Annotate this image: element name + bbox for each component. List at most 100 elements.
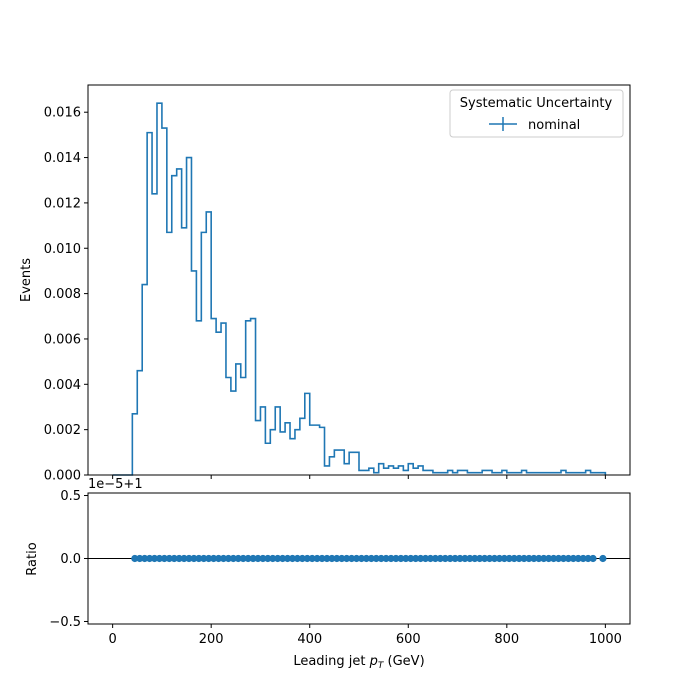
ratio-point xyxy=(495,554,504,563)
x-tick-label: 400 xyxy=(297,632,322,647)
ratio-point xyxy=(505,554,513,563)
ratio-point xyxy=(490,554,499,563)
ratio-point xyxy=(520,554,528,563)
ratio-points-layer xyxy=(131,554,607,563)
main-histogram-layer xyxy=(112,102,607,476)
ratio-point xyxy=(456,554,464,563)
ratio-point xyxy=(160,554,168,563)
ratio-point xyxy=(500,554,508,563)
ratio-point xyxy=(264,554,272,563)
main-y-axis-label: Events xyxy=(19,258,34,302)
x-axis-label: Leading jet pT (GeV) xyxy=(293,654,424,671)
histogram-series-nominal xyxy=(112,102,607,476)
ratio-point xyxy=(338,554,346,563)
ratio-point xyxy=(564,554,573,563)
ratio-point xyxy=(229,554,237,563)
ratio-point xyxy=(155,554,164,563)
ratio-point xyxy=(279,554,287,563)
ratio-point xyxy=(318,554,326,563)
ratio-y-ticks: 0.5 0.0 −0.5 xyxy=(49,489,88,630)
ratio-point xyxy=(589,554,597,563)
ratio-y-axis-label: Ratio xyxy=(25,542,40,575)
ratio-point xyxy=(510,554,518,563)
ratio-point xyxy=(559,554,568,563)
ratio-point xyxy=(205,554,213,563)
main-x-ticks xyxy=(112,475,606,479)
ratio-point xyxy=(259,554,267,563)
ratio-point xyxy=(431,554,439,563)
ratio-point xyxy=(387,554,395,563)
ratio-point xyxy=(382,554,390,563)
ratio-panel: 0.5 0.0 −0.5 0 200 400 600 800 1000 1e−5+1 Rati… xyxy=(25,477,631,671)
ratio-point xyxy=(535,554,543,563)
ratio-point xyxy=(180,554,188,563)
ratio-point xyxy=(530,554,538,563)
ratio-point xyxy=(446,554,454,563)
ratio-point xyxy=(466,554,474,563)
ratio-x-ticks: 0 200 400 600 800 1000 xyxy=(108,624,622,647)
ratio-point xyxy=(313,554,321,563)
main-y-ticks: 0.000 0.002 0.004 0.006 0.008 0.010 0.012 0.014… xyxy=(44,106,88,484)
ratio-point xyxy=(515,554,523,563)
ratio-point xyxy=(328,554,336,563)
ratio-point xyxy=(352,554,361,563)
ratio-point xyxy=(441,554,449,563)
ratio-point xyxy=(274,554,282,563)
main-y-tick-label: 0.000 xyxy=(44,469,81,484)
ratio-point xyxy=(367,554,375,563)
x-tick-label: 200 xyxy=(199,632,224,647)
ratio-point xyxy=(323,554,331,563)
ratio-point xyxy=(392,554,400,563)
ratio-point xyxy=(407,554,415,563)
ratio-point xyxy=(554,554,563,563)
ratio-point xyxy=(131,554,139,563)
main-y-tick-label: 0.012 xyxy=(44,196,81,211)
ratio-point xyxy=(214,554,223,563)
ratio-point xyxy=(239,554,247,563)
ratio-point xyxy=(200,554,208,563)
ratio-point xyxy=(416,554,425,563)
ratio-point xyxy=(599,554,607,563)
main-y-tick-label: 0.002 xyxy=(44,423,81,438)
ratio-point xyxy=(481,554,489,563)
ratio-point xyxy=(402,554,410,563)
ratio-point xyxy=(303,554,311,563)
ratio-y-tick-label: −0.5 xyxy=(49,615,81,630)
ratio-point xyxy=(224,554,233,563)
ratio-point xyxy=(170,554,178,563)
ratio-point xyxy=(283,554,292,563)
ratio-point xyxy=(293,554,302,563)
ratio-point xyxy=(485,554,494,563)
ratio-point xyxy=(550,554,558,563)
ratio-point xyxy=(136,554,144,563)
ratio-point xyxy=(333,554,341,563)
ratio-point xyxy=(357,554,366,563)
ratio-point xyxy=(195,554,203,563)
x-tick-label: 800 xyxy=(494,632,519,647)
ratio-point xyxy=(421,554,430,563)
ratio-point xyxy=(210,554,218,563)
legend-entry-nominal: nominal xyxy=(528,118,580,133)
ratio-point xyxy=(288,554,297,563)
ratio-point xyxy=(234,554,242,563)
ratio-y-tick-label: 0.0 xyxy=(60,552,81,567)
ratio-point xyxy=(190,554,198,563)
ratio-point xyxy=(343,554,351,563)
ratio-point xyxy=(185,554,193,563)
ratio-point xyxy=(584,554,592,563)
x-tick-label: 600 xyxy=(396,632,421,647)
ratio-point xyxy=(298,554,306,563)
ratio-point xyxy=(372,554,380,563)
ratio-point xyxy=(244,554,252,563)
ratio-point xyxy=(150,554,159,563)
ratio-point xyxy=(540,554,548,563)
main-y-tick-label: 0.004 xyxy=(44,378,81,393)
main-y-tick-label: 0.008 xyxy=(44,287,81,302)
ratio-point xyxy=(362,554,370,563)
ratio-point xyxy=(308,554,316,563)
legend-title: Systematic Uncertainty xyxy=(460,96,613,111)
ratio-point xyxy=(579,554,587,563)
ratio-point xyxy=(145,554,154,563)
ratio-point xyxy=(141,554,149,563)
